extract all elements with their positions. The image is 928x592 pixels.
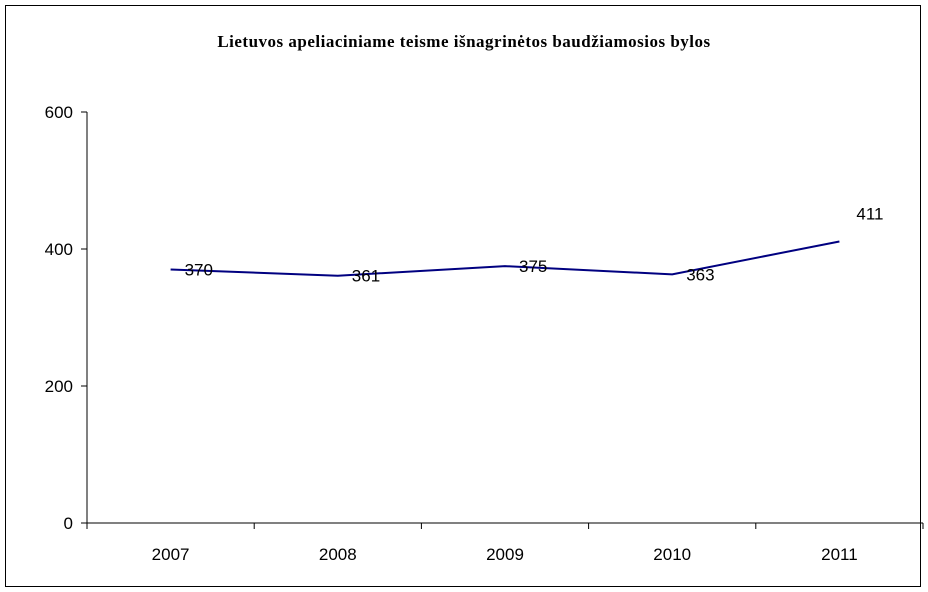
x-tick-label: 2007	[152, 545, 190, 564]
y-tick-label: 200	[45, 377, 73, 396]
data-label: 370	[185, 261, 213, 280]
x-tick-label: 2008	[319, 545, 357, 564]
series-line	[170, 240, 840, 277]
data-label: 411	[856, 204, 883, 223]
x-tick-label: 2010	[653, 545, 691, 564]
data-label: 361	[352, 267, 380, 286]
chart-title: Lietuvos apeliaciniame teisme išnagrinėt…	[217, 32, 711, 51]
x-tick-label: 2009	[486, 545, 524, 564]
chart-frame	[5, 5, 921, 587]
y-tick-label: 600	[45, 103, 73, 122]
y-tick-label: 400	[45, 240, 73, 259]
y-tick-label: 0	[64, 514, 73, 533]
data-label: 363	[686, 265, 714, 284]
x-tick-label: 2011	[821, 545, 858, 564]
data-label: 375	[519, 257, 547, 276]
